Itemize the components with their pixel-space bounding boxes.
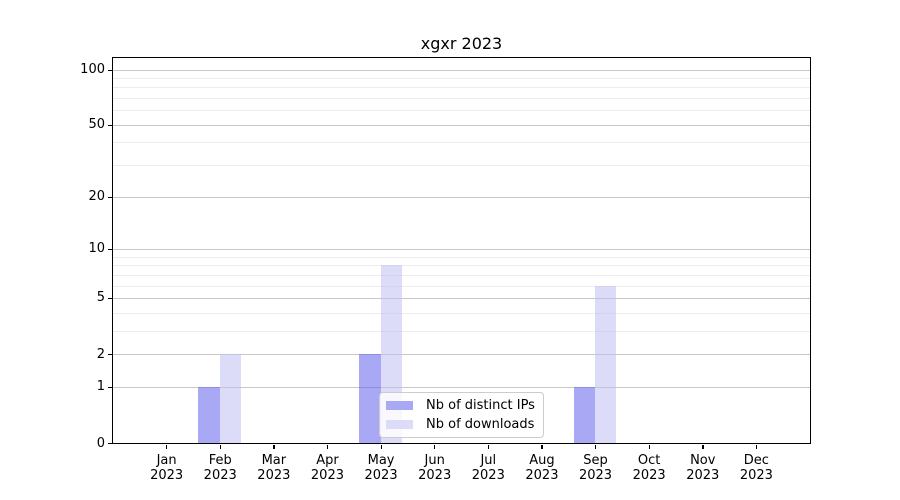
chart-title: xgxr 2023: [420, 34, 503, 53]
y-axis-tick: [107, 386, 112, 389]
bar-distinct-ips-feb: [198, 386, 220, 443]
x-tick-year: 2023: [578, 467, 613, 483]
x-tick-label: Feb 2023: [204, 453, 237, 483]
y-tick-label: 100: [80, 62, 105, 77]
x-tick-year: 2023: [418, 467, 452, 483]
x-tick-label: May 2023: [365, 453, 398, 483]
major-gridline: [112, 297, 810, 299]
major-gridline: [112, 196, 810, 198]
x-tick-year: 2023: [471, 467, 505, 483]
x-tick-month: May: [367, 452, 395, 468]
x-tick-label: Jan 2023: [150, 453, 183, 483]
x-axis-tick: [595, 445, 597, 449]
x-tick-year: 2023: [632, 467, 666, 483]
x-tick-year: 2023: [686, 467, 720, 483]
y-axis-tick: [107, 124, 112, 127]
x-tick-month: Jul: [480, 452, 497, 468]
x-tick-month: Feb: [208, 452, 232, 468]
x-tick-year: 2023: [150, 467, 184, 483]
y-axis-tick: [107, 69, 112, 71]
x-tick-month: Aug: [529, 452, 555, 468]
bar-distinct-ips-sep: [573, 386, 596, 443]
bar-distinct-ips-may: [359, 354, 381, 443]
minor-gridline: [112, 98, 810, 100]
x-axis-tick: [166, 445, 168, 449]
x-tick-year: 2023: [203, 467, 237, 483]
minor-gridline: [112, 312, 810, 314]
y-tick-label: 20: [88, 189, 105, 205]
plot-area: [111, 56, 811, 444]
legend-swatch: [386, 420, 413, 430]
x-tick-month: Jan: [156, 452, 177, 468]
y-tick-label: 1: [96, 379, 105, 395]
legend-label: Nb of distinct IPs: [426, 397, 535, 413]
x-tick-year: 2023: [364, 467, 398, 483]
y-tick-label: 5: [96, 290, 105, 306]
major-gridline: [112, 69, 810, 71]
minor-gridline: [112, 274, 810, 276]
minor-gridline: [112, 142, 810, 144]
y-axis-tick: [107, 248, 112, 251]
x-axis-tick: [702, 445, 704, 449]
x-tick-label: Nov 2023: [686, 453, 719, 483]
x-tick-label: Apr 2023: [311, 453, 344, 483]
x-axis-tick: [273, 445, 275, 449]
bar-downloads-sep: [595, 285, 617, 443]
minor-gridline: [112, 265, 810, 267]
x-axis-tick: [326, 445, 329, 449]
y-axis-tick: [107, 297, 112, 300]
x-axis-tick: [541, 445, 543, 449]
x-axis-tick: [380, 445, 382, 449]
x-axis-tick: [487, 445, 490, 449]
minor-gridline: [112, 330, 810, 332]
y-tick-label: 50: [88, 117, 105, 133]
x-tick-year: 2023: [257, 467, 291, 483]
y-tick-label: 0: [96, 435, 105, 451]
x-tick-month: Sep: [583, 452, 608, 468]
x-tick-label: Jul 2023: [472, 453, 505, 483]
minor-gridline: [112, 110, 810, 112]
minor-gridline: [112, 87, 810, 89]
bar-downloads-feb: [219, 354, 242, 443]
legend: Nb of distinct IPs Nb of downloads: [379, 392, 544, 438]
y-axis-tick: [107, 354, 112, 356]
x-tick-label: Jun 2023: [418, 453, 451, 483]
legend-label: Nb of downloads: [426, 417, 535, 433]
major-gridline: [112, 248, 810, 250]
minor-gridline: [112, 165, 810, 167]
x-tick-month: Mar: [261, 452, 287, 468]
x-tick-label: Dec 2023: [740, 453, 773, 483]
legend-entry: Nb of downloads: [380, 416, 543, 434]
legend-entry: Nb of distinct IPs: [380, 396, 543, 414]
y-axis-tick: [107, 443, 112, 445]
x-tick-month: Dec: [743, 452, 769, 468]
legend-swatch: [386, 400, 413, 410]
x-axis-tick: [219, 445, 222, 449]
x-tick-month: Jun: [424, 452, 445, 468]
x-tick-label: Sep 2023: [579, 453, 612, 483]
x-axis-tick: [434, 445, 436, 449]
x-tick-label: Oct 2023: [633, 453, 666, 483]
minor-gridline: [112, 285, 810, 287]
x-axis-tick: [755, 445, 758, 449]
x-tick-year: 2023: [525, 467, 559, 483]
minor-gridline: [112, 77, 810, 79]
y-tick-label: 10: [88, 241, 105, 257]
major-gridline: [112, 124, 810, 126]
major-gridline: [112, 354, 810, 356]
y-tick-label: 2: [96, 346, 105, 362]
minor-gridline: [112, 256, 810, 258]
x-tick-year: 2023: [310, 467, 344, 483]
x-axis-tick: [648, 445, 650, 449]
x-tick-month: Nov: [690, 452, 716, 468]
x-tick-year: 2023: [739, 467, 773, 483]
x-tick-label: Aug 2023: [525, 453, 558, 483]
x-tick-month: Oct: [637, 452, 661, 468]
x-tick-month: Apr: [316, 452, 339, 468]
y-axis-tick: [107, 196, 112, 198]
x-tick-label: Mar 2023: [257, 453, 290, 483]
